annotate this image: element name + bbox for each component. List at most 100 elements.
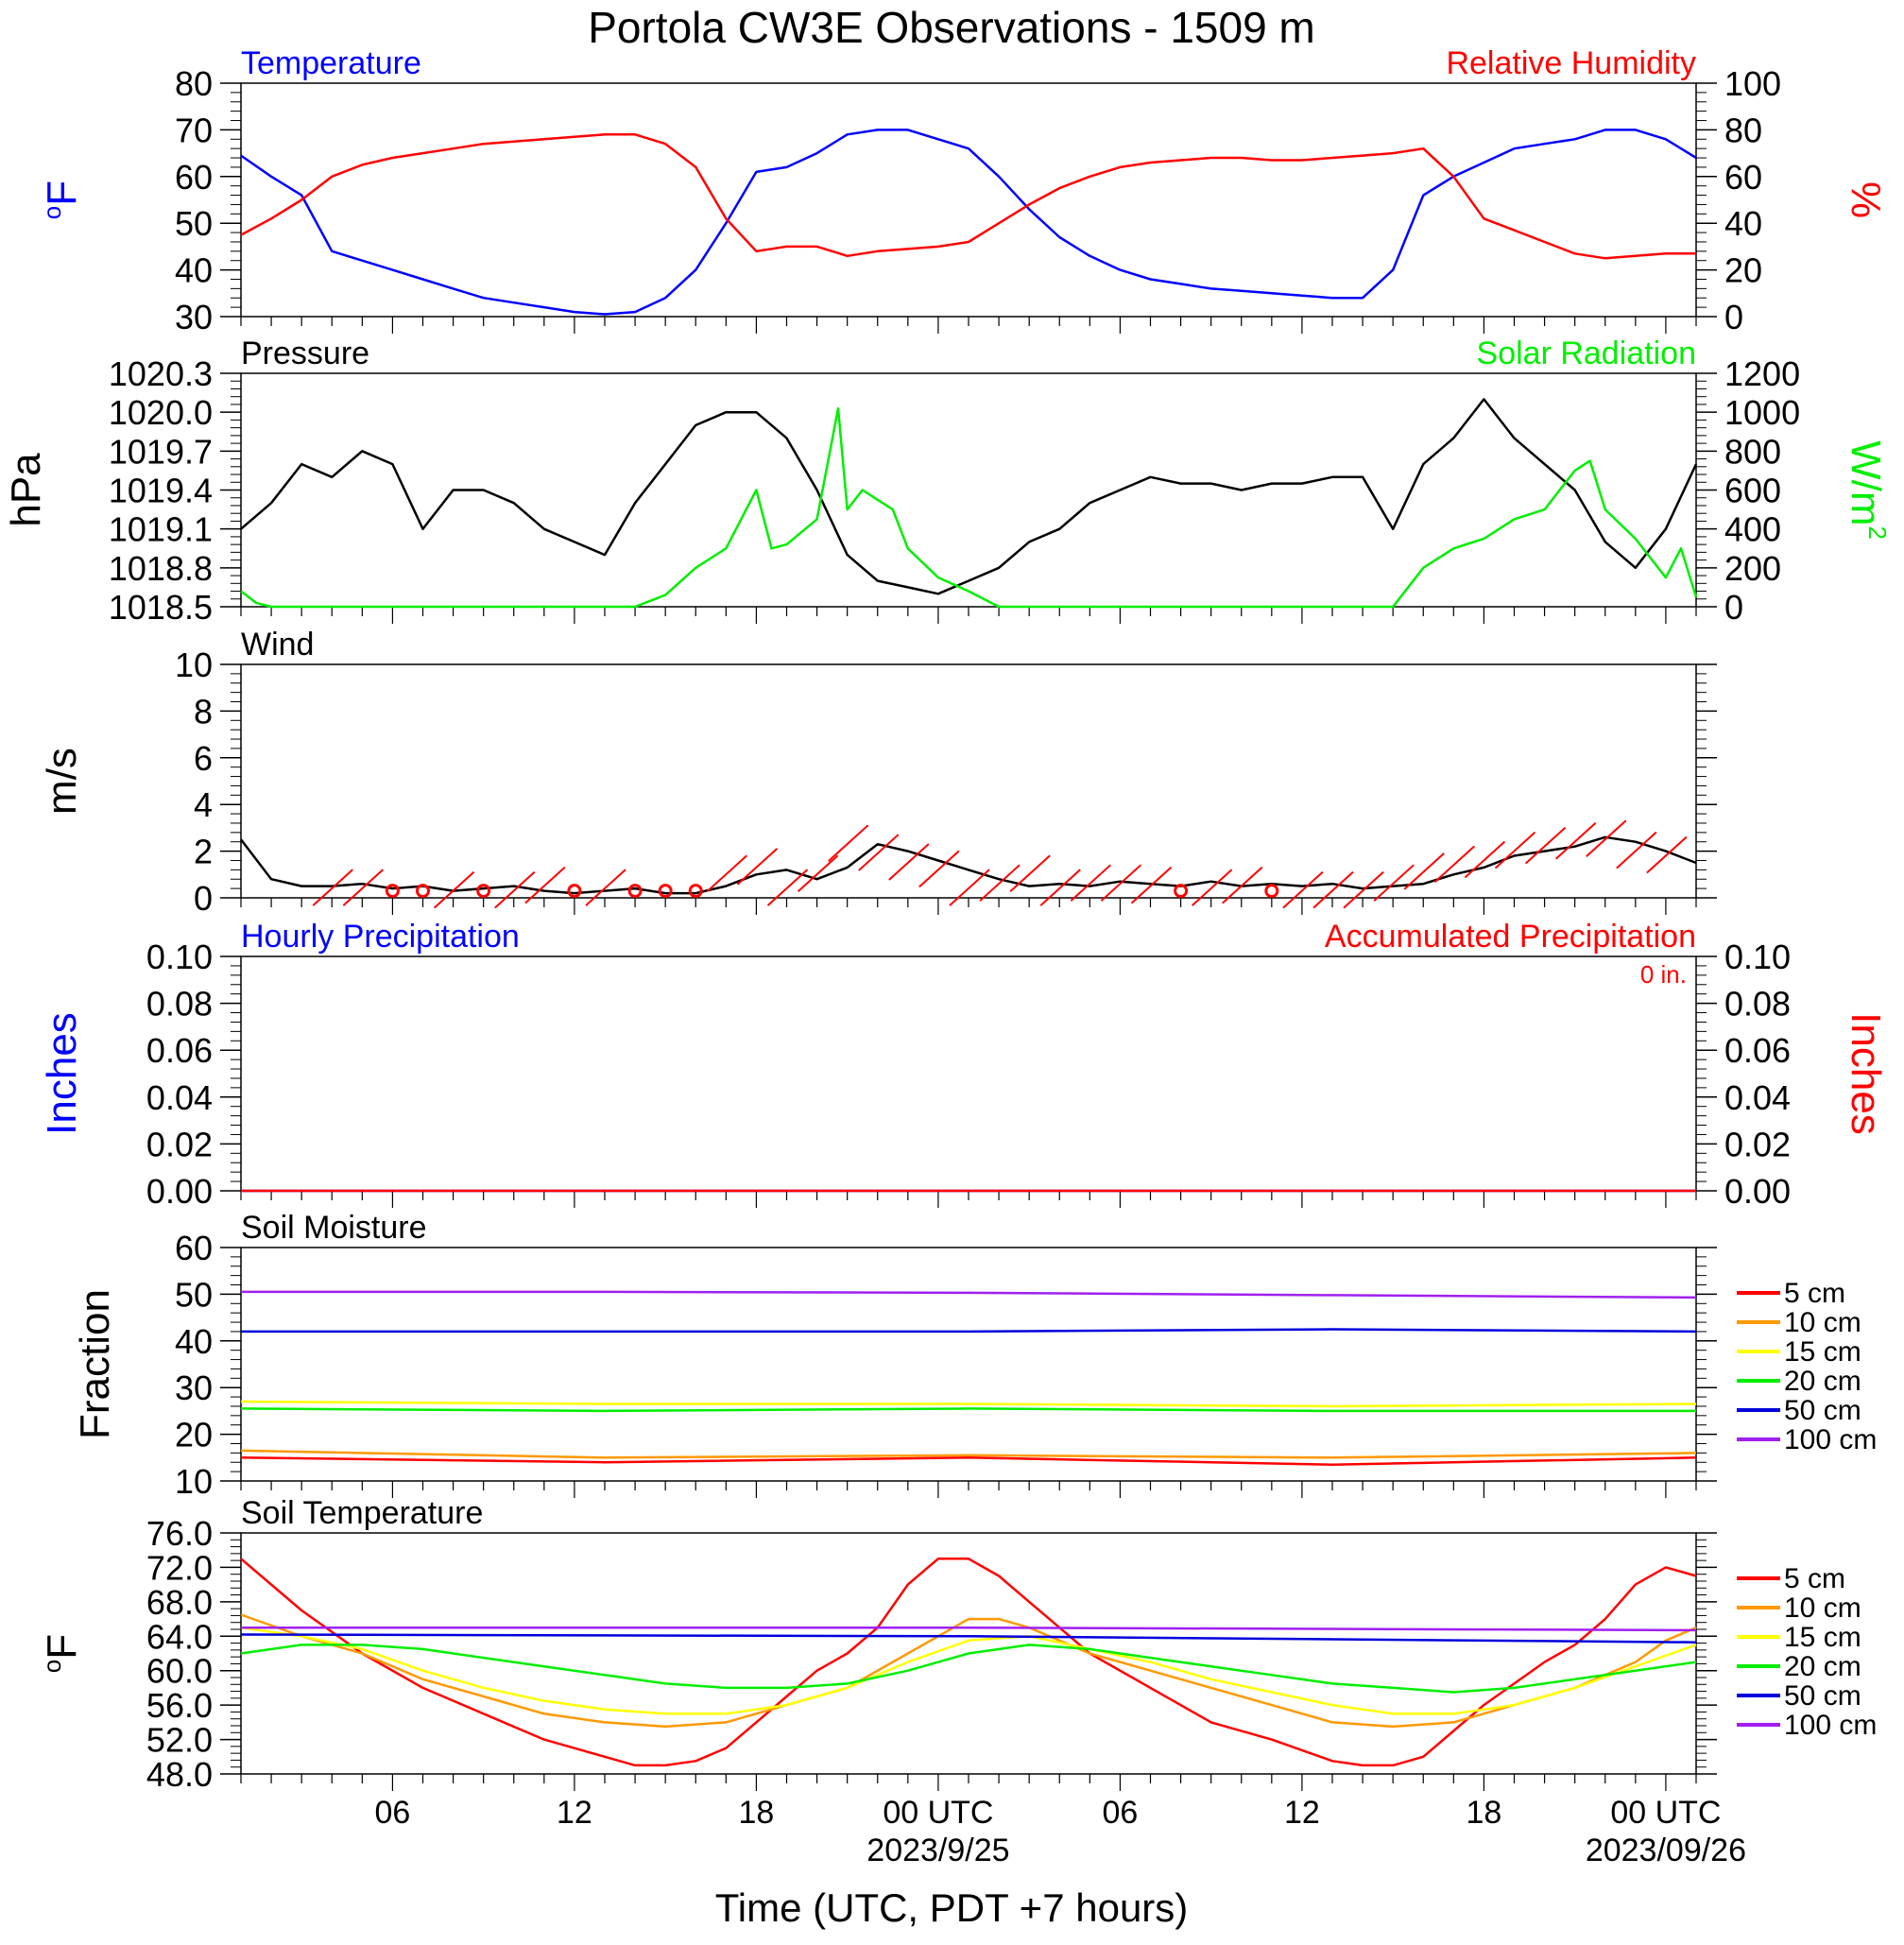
wind-calm-circle <box>658 884 673 899</box>
wind-barb <box>1343 870 1384 909</box>
wind-barb <box>1646 835 1688 874</box>
y-tick-label: 1018.5 <box>109 588 213 627</box>
right-unit-label: Inches <box>1843 1012 1889 1135</box>
plot-frame <box>240 1247 1697 1482</box>
x-tick-label: 00 UTC <box>883 1795 993 1831</box>
y-tick-label: 20 <box>175 1416 213 1454</box>
wind-barb <box>1554 821 1597 860</box>
wind-calm-circle <box>688 884 703 899</box>
panel-left-label: Pressure <box>241 336 369 371</box>
y-right-tick-label: 0.08 <box>1724 985 1791 1024</box>
panel-temperature-humidity: 30 40 50 60 70 80 0 20 40 60 80 100 Temperature Relat… <box>38 45 1889 336</box>
y-tick-label: 60 <box>175 1229 213 1267</box>
y-tick-label: 0.04 <box>146 1078 213 1117</box>
x-tick-label: 06 <box>1103 1795 1139 1831</box>
legend-label: 15 cm <box>1784 1336 1861 1368</box>
wind-barb <box>1039 869 1081 906</box>
wind-barb <box>1282 870 1324 909</box>
wind-calm-circle <box>1174 884 1189 899</box>
y-right-tick-label: 60 <box>1724 158 1762 197</box>
wind-barb <box>1464 840 1506 879</box>
y-tick-label: 1020.3 <box>109 354 213 393</box>
y-tick-label: 0.08 <box>146 985 213 1024</box>
y-tick-label: 70 <box>175 111 213 149</box>
left-unit-label: oF <box>38 181 85 219</box>
x-tick-label: 00 UTC <box>1610 1795 1721 1831</box>
y-tick-label: 56.0 <box>146 1686 213 1725</box>
y-right-tick-label: 1200 <box>1724 354 1800 393</box>
y-tick-label: 2 <box>194 833 213 871</box>
panel-left-label: Wind <box>241 627 314 663</box>
wind-barb <box>858 834 900 871</box>
y-tick-label: 0.06 <box>146 1031 213 1070</box>
wind-barb <box>736 848 779 886</box>
y-tick-label: 0 <box>194 879 213 918</box>
left-unit-label: oF <box>38 1634 85 1673</box>
legend-label: 20 cm <box>1784 1366 1861 1397</box>
plot-frame <box>240 663 1697 899</box>
y-right-tick-label: 0.00 <box>1724 1172 1791 1211</box>
y-right-tick-label: 80 <box>1724 111 1762 149</box>
y-tick-label: 1018.8 <box>109 549 213 588</box>
series-line-wind <box>240 835 1697 895</box>
wind-barb <box>1009 854 1051 893</box>
y-tick-label: 52.0 <box>146 1721 213 1760</box>
series-line-10-cm <box>240 1613 1697 1729</box>
y-tick-label: 30 <box>175 298 213 336</box>
wind-calm-circle <box>627 884 643 899</box>
unit-text: F <box>39 181 85 206</box>
legend-label: 10 cm <box>1784 1307 1861 1338</box>
wind-calm-circle <box>567 884 582 899</box>
y-tick-label: 1019.4 <box>109 472 213 510</box>
wind-barb <box>918 850 960 888</box>
y-tick-label: 0.02 <box>146 1125 213 1163</box>
legend-label: 5 cm <box>1784 1278 1845 1309</box>
wind-barb <box>1070 864 1112 902</box>
panel-left-label: Temperature <box>241 45 421 81</box>
wind-calm-circle <box>476 884 491 899</box>
x-date-label: 2023/9/25 <box>866 1833 1009 1868</box>
panel-wind: 0 2 4 6 8 10 Wind m/s <box>39 627 1717 918</box>
panel-left-label: Soil Moisture <box>241 1210 427 1246</box>
y-tick-label: 1020.0 <box>109 393 213 432</box>
panel-soil-moisture: 10 20 30 40 50 60 Soil Moisture Fraction 5 cm10 … <box>72 1210 1877 1501</box>
y-tick-label: 76.0 <box>146 1514 213 1553</box>
y-tick-label: 64.0 <box>146 1617 213 1656</box>
wind-barb <box>342 869 385 906</box>
series-line-solar <box>240 406 1698 609</box>
left-unit-label: Inches <box>39 1012 85 1135</box>
y-right-tick-label: 200 <box>1724 549 1781 588</box>
left-unit-label: Fraction <box>72 1289 118 1439</box>
wind-barb <box>1433 845 1476 884</box>
y-tick-label: 4 <box>194 785 213 824</box>
wind-barb <box>827 824 869 862</box>
y-tick-label: 8 <box>194 692 213 731</box>
y-tick-label: 1019.7 <box>109 432 213 471</box>
wind-barb <box>1100 864 1142 902</box>
panel-right-label: Accumulated Precipitation <box>1325 919 1696 955</box>
wind-barb <box>312 869 353 906</box>
y-right-tick-label: 0.10 <box>1724 938 1791 976</box>
y-right-tick-label: 0 <box>1724 298 1743 336</box>
x-date-label: 2023/09/26 <box>1586 1833 1746 1868</box>
wind-barb <box>766 869 809 906</box>
wind-barb <box>585 869 626 906</box>
y-right-tick-label: 0.04 <box>1724 1078 1791 1117</box>
x-tick-label: 06 <box>375 1795 411 1831</box>
right-unit-label: % <box>1843 181 1889 218</box>
wind-barb <box>1403 852 1445 890</box>
wind-barb <box>1616 831 1657 869</box>
series-line-humidity <box>240 133 1696 260</box>
wind-barb <box>1494 831 1536 869</box>
wind-calm-circle <box>385 884 400 899</box>
series-line-50-cm <box>241 1328 1697 1334</box>
x-tick-label: 12 <box>1284 1795 1320 1831</box>
y-tick-label: 50 <box>175 1275 213 1314</box>
y-tick-label: 40 <box>175 1322 213 1361</box>
unit-text: F <box>39 1634 85 1660</box>
series-line-5-cm <box>240 1456 1697 1466</box>
panel-right-label: Solar Radiation <box>1477 336 1696 371</box>
